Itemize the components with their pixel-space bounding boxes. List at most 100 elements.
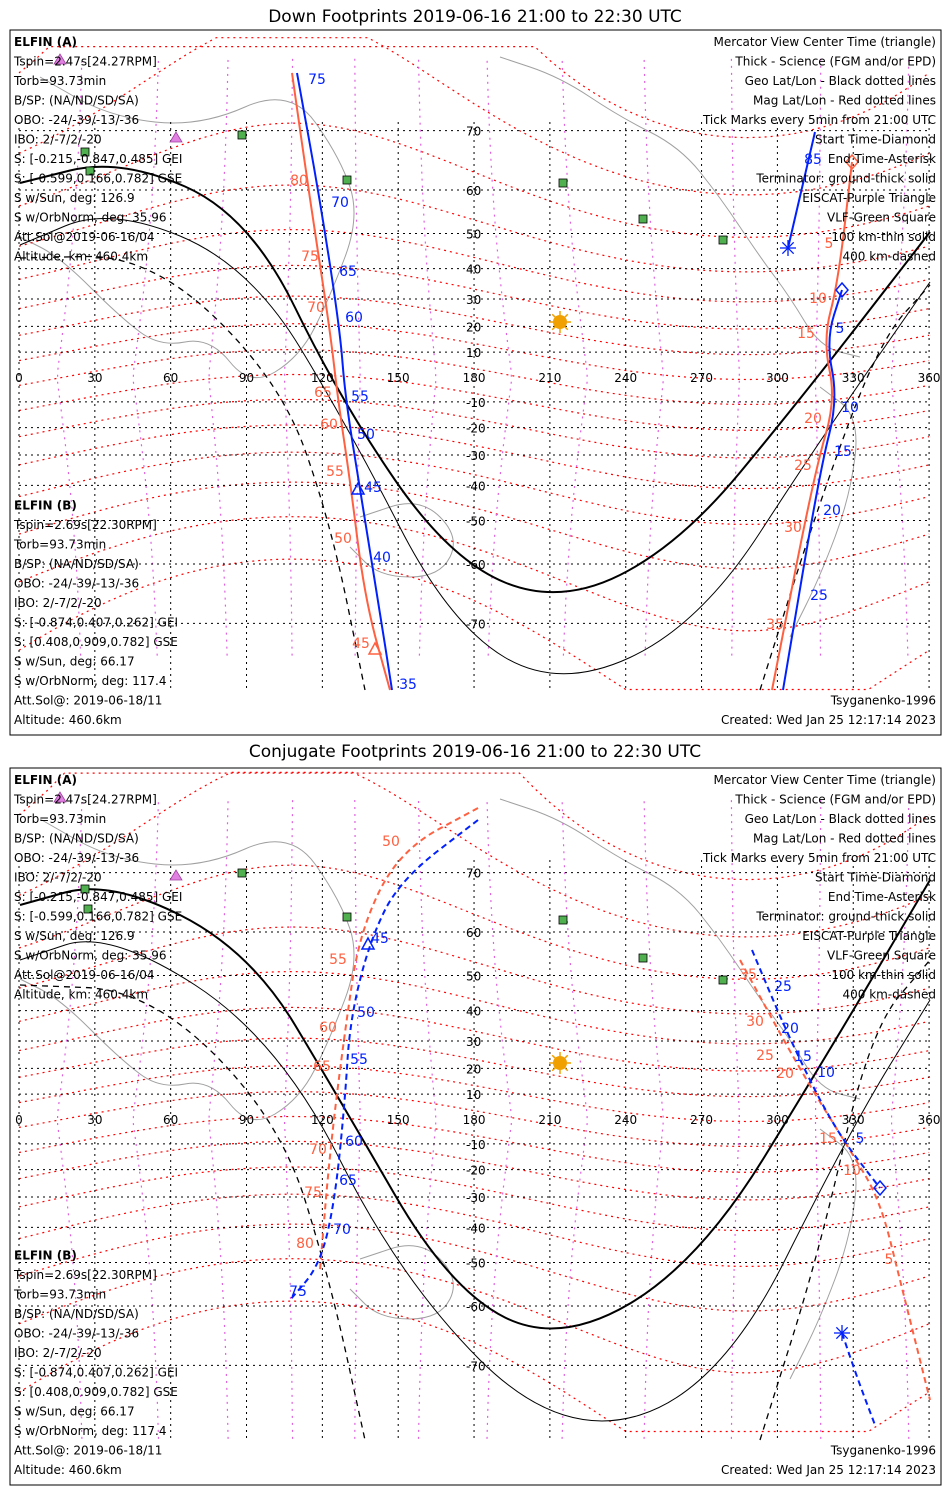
trace-a_labels-tick-label: 45 — [371, 931, 389, 947]
mag-lon-line — [284, 799, 294, 1439]
elfin-a-footprint-trace — [841, 1332, 876, 1426]
elfin-a-info-line: Torb=93.73min — [13, 812, 106, 826]
trace-a_labels-tick-label: 25 — [810, 588, 828, 604]
map-area: 70 60 50 40 30 20 10 -10 -20 -30 -40 -50 -60 -70 0 30 60… — [15, 37, 941, 693]
elfin-b-info-line: S w/OrbNorm, deg: 117.4 — [14, 674, 166, 688]
lon-tick-label: 240 — [614, 1113, 637, 1127]
elfin-a-info-line: S: [-0.599,0.166,0.782] GSE — [14, 910, 182, 924]
elfin-a-info-line: S w/Sun, deg: 126.9 — [14, 929, 135, 943]
legend-item: End Time-Asterisk — [828, 152, 936, 166]
panel-title: Down Footprints 2019-06-16 21:00 to 22:3… — [268, 7, 682, 27]
legend-item: Thick - Science (FGM and/or EPD) — [734, 55, 936, 69]
coastline — [789, 1128, 857, 1380]
legend-item: VLF-Green Square — [827, 949, 936, 963]
mag-lon-line — [814, 57, 822, 656]
lon-tick-label: 270 — [690, 1113, 713, 1127]
mag-lon-line — [561, 57, 588, 656]
vlf-station-square — [558, 915, 568, 925]
mag-lon-line — [890, 799, 910, 1439]
mag-lon-line — [354, 57, 361, 656]
elfin-b-footprint-trace — [291, 72, 391, 691]
elfin-a-info-line: S w/OrbNorm, deg: 35.96 — [14, 211, 166, 225]
lat-tick-label: -70 — [466, 617, 486, 631]
legend-item: Tick Marks every 5min from 21:00 UTC — [702, 851, 936, 865]
elfin-b-info-line: S: [0.408,0.909,0.782] GSE — [14, 635, 178, 649]
elfin-b-info-line: Att.Sol@: 2019-06-18/11 — [14, 1444, 162, 1458]
lon-tick-label: 150 — [387, 1113, 410, 1127]
lat-tick-label: -50 — [466, 1257, 486, 1271]
trace-b_labels-tick-label: 70 — [309, 1142, 327, 1158]
elfin-a-info-line: Att.Sol@2019-06-16/04 — [14, 230, 155, 244]
lon-tick-label: 120 — [311, 371, 334, 385]
elfin-a-info-line: Att.Sol@2019-06-16/04 — [14, 968, 155, 982]
lon-tick-label: 180 — [463, 371, 486, 385]
lat-tick-label: -40 — [466, 1221, 486, 1235]
legend-item: Start Time-Diamond — [815, 133, 936, 147]
elfin-a-footprint-trace — [296, 72, 393, 691]
mag-lat-line — [18, 122, 930, 238]
lat-tick-label: -20 — [466, 1164, 486, 1178]
lon-tick-label: 300 — [766, 1113, 789, 1127]
trace-a_labels-tick-label: 65 — [339, 1173, 357, 1189]
elfin-b-info-line: Tspin=2.69s[22.30RPM] — [13, 518, 157, 532]
elfin-a-info-line: IBO: 2/-7/2/-20 — [14, 871, 102, 885]
mag-lon-line — [417, 799, 437, 1439]
elfin-b-info-line: Torb=93.73min — [13, 538, 106, 552]
trace-b_labels-tick-label: 60 — [320, 417, 338, 433]
trace-b_labels-tick-label: 70 — [307, 300, 325, 316]
trace-b_labels-tick-label: 10 — [843, 1163, 861, 1179]
mag-lat-line — [18, 451, 930, 526]
lat-tick-label: 50 — [466, 969, 481, 983]
lat-tick-label: -30 — [466, 1191, 486, 1205]
vlf-station-square — [638, 953, 648, 963]
trace-a_labels-tick-label: 50 — [357, 1005, 375, 1021]
elfin-b-info-line: S w/Sun, deg: 66.17 — [14, 655, 135, 669]
terminator-ground — [19, 879, 931, 1330]
mag-lon-line — [132, 799, 160, 1439]
legend-item: Mercator View Center Time (triangle) — [714, 773, 936, 787]
lon-tick-label: 30 — [87, 1113, 102, 1127]
mag-lat-line — [18, 772, 930, 881]
elfin-a-info-line: Tspin=2.47s[24.27RPM] — [13, 793, 157, 807]
lon-tick-label: 0 — [15, 371, 23, 385]
vlf-station-square — [342, 175, 352, 185]
trace-a_labels-tick-label: 15 — [794, 1049, 812, 1065]
trace-a_labels-tick-label: 50 — [357, 427, 375, 443]
lat-tick-label: -50 — [466, 515, 486, 529]
mag-lon-line — [730, 799, 740, 1439]
end-time-asterisk-icon — [780, 240, 796, 256]
vlf-station-square — [718, 975, 728, 985]
panel-title: Conjugate Footprints 2019-06-16 21:00 to… — [249, 742, 701, 762]
lon-tick-label: 270 — [690, 371, 713, 385]
lat-tick-label: -40 — [466, 479, 486, 493]
mag-lon-line — [417, 57, 437, 656]
trace-a_labels-tick-label: 25 — [774, 979, 792, 995]
mag-lon-line — [643, 799, 664, 1439]
lon-tick-label: 150 — [387, 371, 410, 385]
vlf-station-square — [85, 166, 95, 176]
lat-tick-label: -20 — [466, 422, 486, 436]
panel-frame — [9, 767, 942, 1486]
trace-b_labels-tick-label: 60 — [319, 1020, 337, 1036]
elfin-a-header: ELFIN (A) — [14, 773, 77, 787]
legend-item: Mercator View Center Time (triangle) — [714, 35, 936, 49]
start-time-diamond-icon — [873, 1179, 887, 1197]
legend-item: End Time-Asterisk — [828, 890, 936, 904]
vlf-station-square — [342, 912, 352, 922]
elfin-b-info-line: S: [0.408,0.909,0.782] GSE — [14, 1385, 178, 1399]
trace-a_labels-tick-label: 20 — [823, 503, 841, 519]
vlf-station-square — [83, 904, 93, 914]
lat-tick-label: -10 — [466, 1138, 486, 1152]
vlf-station-square — [237, 868, 247, 878]
elfin-a-info-line: S w/Sun, deg: 126.9 — [14, 191, 135, 205]
mag-lon-line — [730, 57, 740, 656]
lon-tick-label: 300 — [766, 371, 789, 385]
trace-b_labels-tick-label: 55 — [326, 464, 344, 480]
lon-tick-label: 210 — [538, 1113, 561, 1127]
trace-b_labels-tick-label: 15 — [819, 1131, 837, 1147]
lat-tick-label: -10 — [466, 396, 486, 410]
mag-lon-line — [643, 57, 664, 656]
vlf-station-square — [237, 130, 247, 140]
panel-frame — [9, 29, 942, 736]
mag-lon-line — [208, 57, 229, 656]
